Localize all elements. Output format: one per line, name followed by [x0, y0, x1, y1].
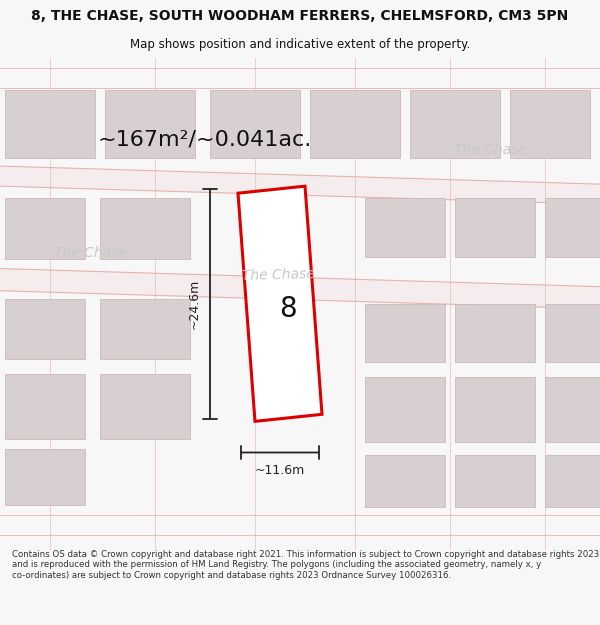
Bar — [545, 377, 600, 442]
Bar — [410, 89, 500, 158]
Bar — [455, 377, 535, 442]
Bar — [5, 449, 85, 505]
Bar — [100, 198, 190, 259]
Text: ~167m²/~0.041ac.: ~167m²/~0.041ac. — [98, 130, 312, 150]
Bar — [100, 374, 190, 439]
Bar — [455, 198, 535, 256]
Bar — [5, 198, 85, 259]
Polygon shape — [0, 166, 600, 204]
Text: Map shows position and indicative extent of the property.: Map shows position and indicative extent… — [130, 38, 470, 51]
Bar — [455, 454, 535, 507]
Text: 8: 8 — [279, 295, 297, 322]
Text: The Chase: The Chase — [53, 246, 127, 261]
Bar — [510, 89, 590, 158]
Text: The Chase: The Chase — [454, 143, 526, 157]
Text: Contains OS data © Crown copyright and database right 2021. This information is : Contains OS data © Crown copyright and d… — [12, 550, 599, 580]
Bar — [545, 304, 600, 362]
Bar — [105, 89, 195, 158]
Polygon shape — [0, 269, 600, 309]
Bar — [455, 304, 535, 362]
Bar — [5, 374, 85, 439]
Text: 8, THE CHASE, SOUTH WOODHAM FERRERS, CHELMSFORD, CM3 5PN: 8, THE CHASE, SOUTH WOODHAM FERRERS, CHE… — [31, 9, 569, 23]
Bar — [545, 198, 600, 256]
Text: ~24.6m: ~24.6m — [187, 279, 200, 329]
Bar — [5, 299, 85, 359]
Bar — [545, 454, 600, 507]
Bar — [210, 89, 300, 158]
Polygon shape — [238, 186, 322, 421]
Text: ~11.6m: ~11.6m — [255, 464, 305, 477]
Bar — [365, 454, 445, 507]
Bar — [365, 304, 445, 362]
Text: The Chase: The Chase — [241, 267, 314, 282]
Bar — [100, 299, 190, 359]
Bar — [310, 89, 400, 158]
Bar — [5, 89, 95, 158]
Bar — [365, 198, 445, 256]
Bar — [365, 377, 445, 442]
